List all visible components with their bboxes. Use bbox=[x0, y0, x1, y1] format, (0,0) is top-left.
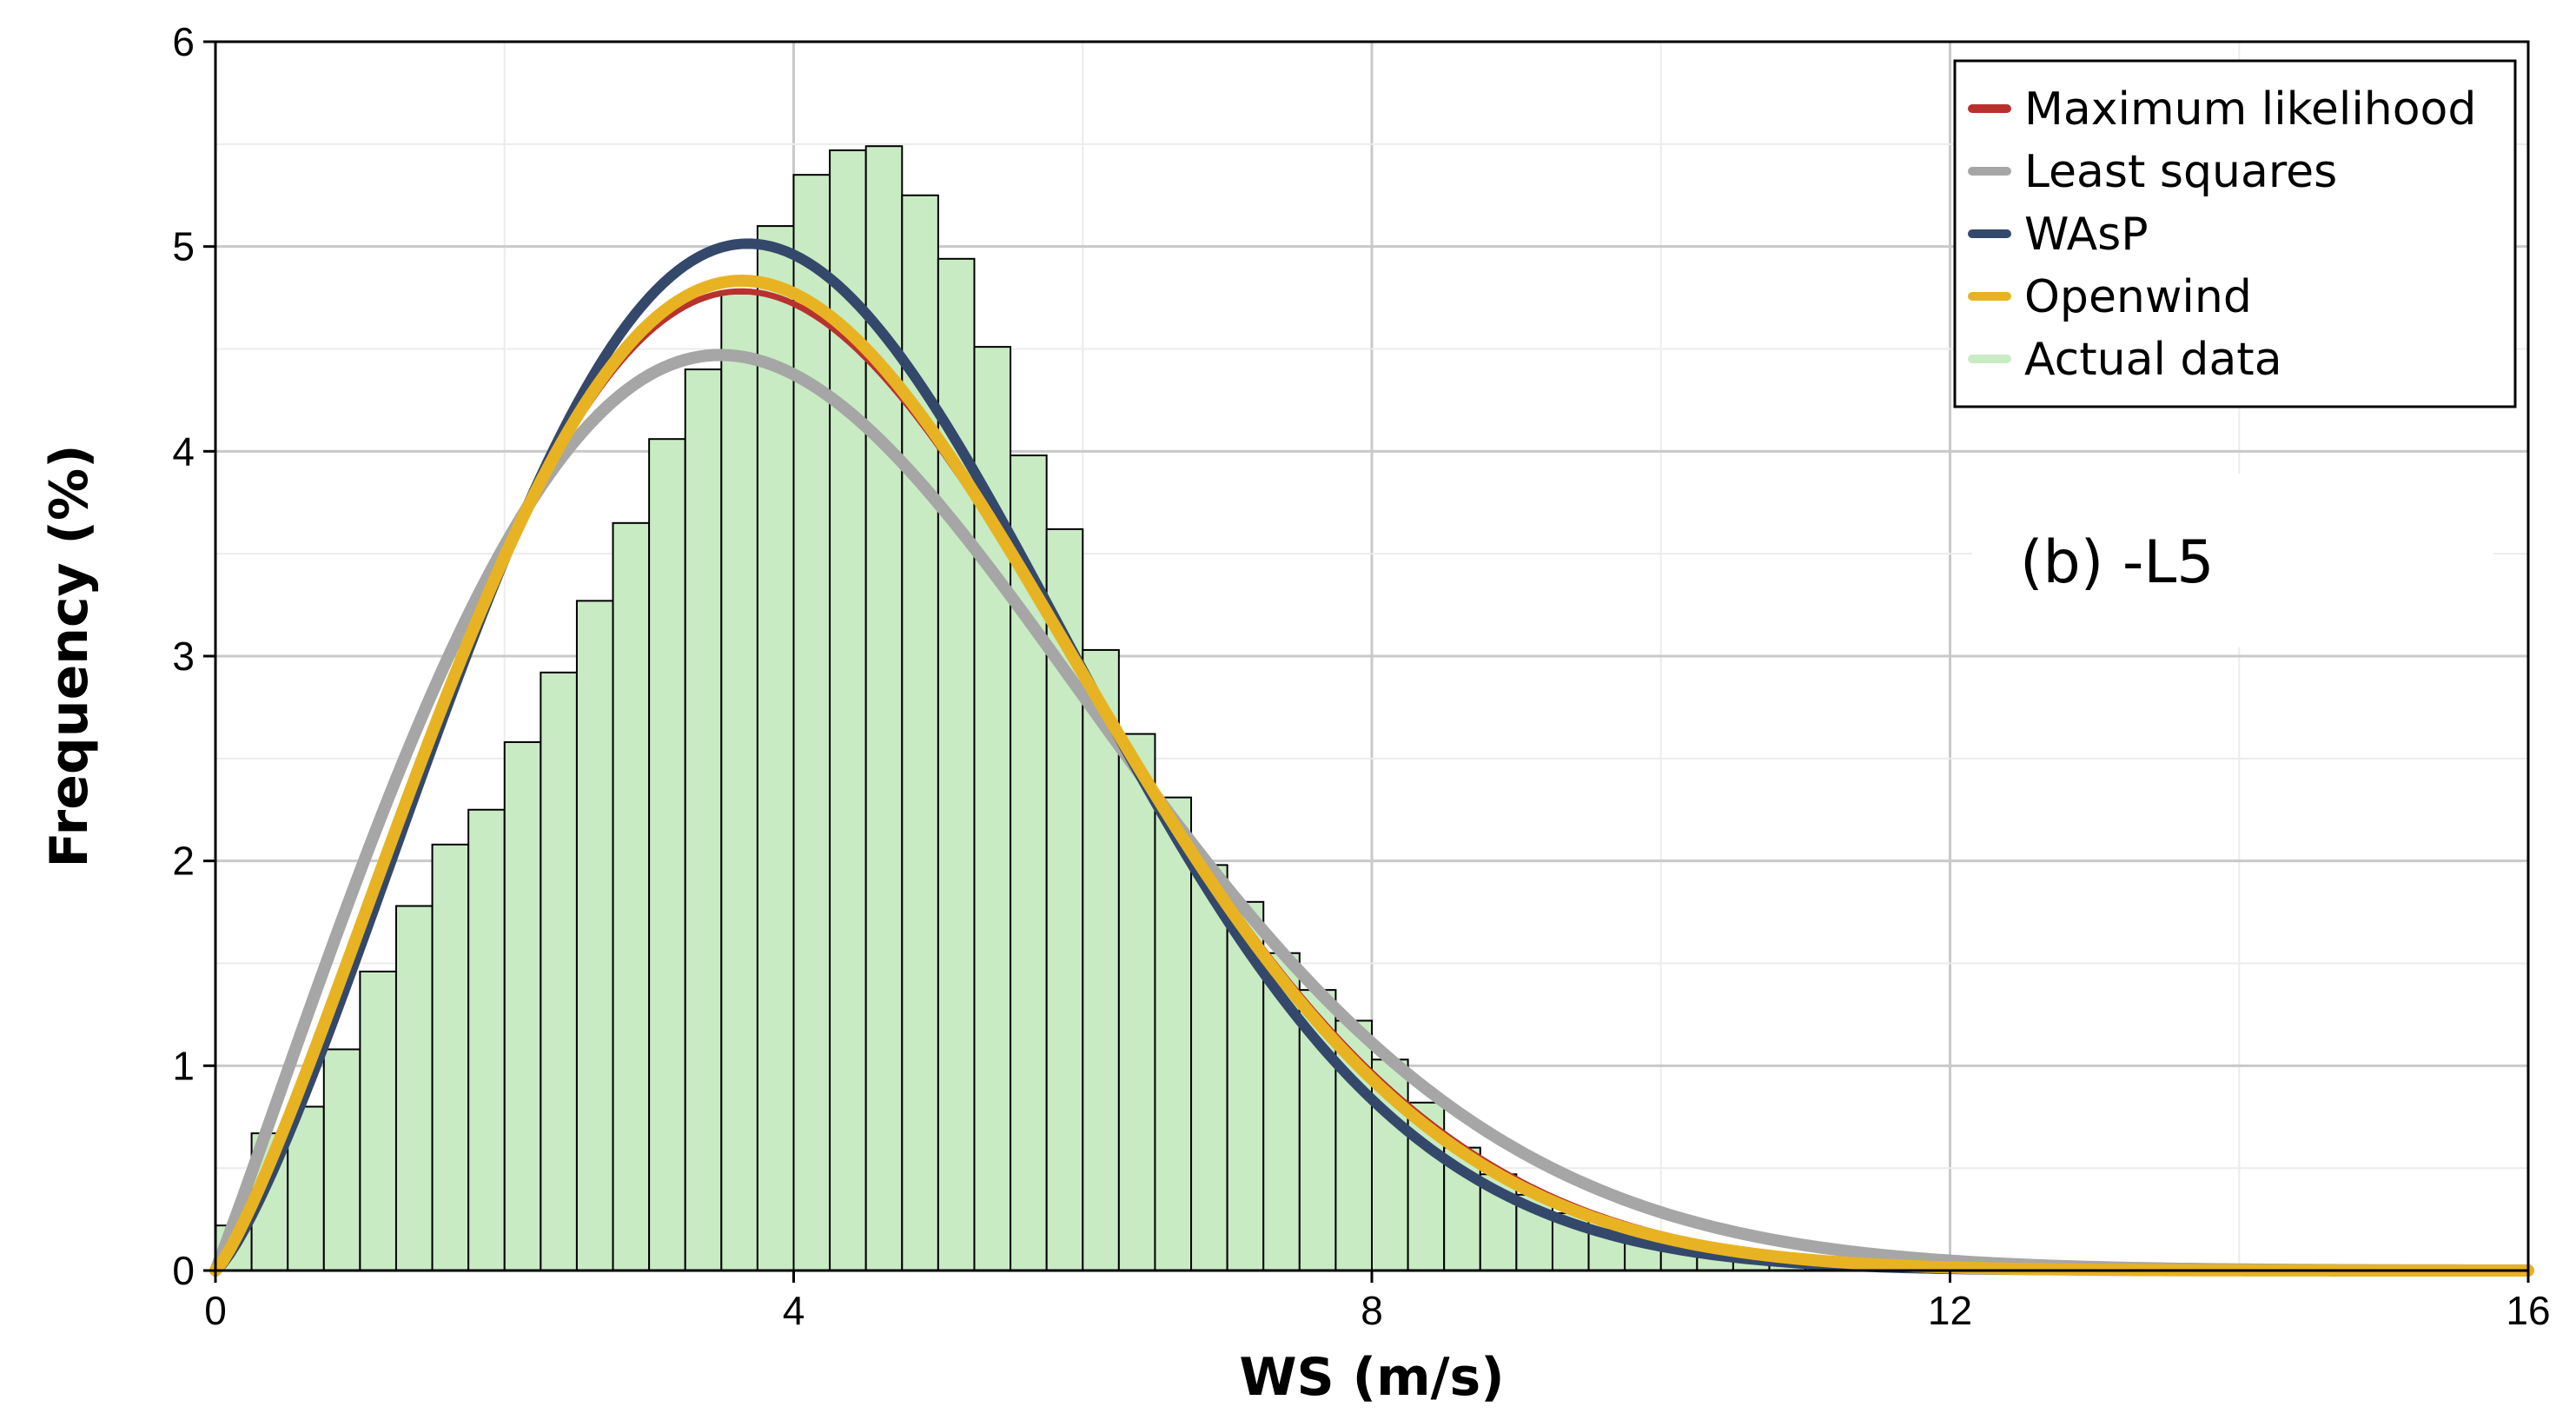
histogram-bar bbox=[540, 671, 578, 1271]
legend-label: Actual data bbox=[2024, 334, 2282, 386]
histogram-bar bbox=[720, 292, 758, 1271]
y-tick-label: 4 bbox=[172, 428, 195, 474]
x-tick-label: 8 bbox=[1361, 1288, 1383, 1333]
histogram-bar bbox=[322, 1048, 361, 1271]
y-tick-label: 1 bbox=[172, 1043, 195, 1088]
histogram-bar bbox=[359, 970, 397, 1271]
x-tick-label: 16 bbox=[2506, 1288, 2550, 1333]
panel-annotation: (b) -L5 bbox=[2020, 528, 2215, 597]
y-axis-ticks: 0 1 2 3 4 5 6 bbox=[172, 19, 215, 1293]
y-tick-label: 3 bbox=[172, 634, 195, 679]
x-tick-label: 12 bbox=[1928, 1288, 1972, 1333]
histogram-bar bbox=[756, 225, 795, 1272]
y-tick-label: 6 bbox=[172, 19, 195, 64]
legend-label: Openwind bbox=[2024, 271, 2252, 323]
legend-label: Maximum likelihood bbox=[2024, 83, 2476, 136]
y-axis-title: Frequency (%) bbox=[39, 444, 100, 867]
x-tick-label: 0 bbox=[204, 1288, 227, 1333]
legend-label: Least squares bbox=[2024, 146, 2337, 198]
y-tick-label: 5 bbox=[172, 224, 195, 269]
x-tick-label: 4 bbox=[783, 1288, 805, 1333]
histogram-bar bbox=[1154, 796, 1193, 1271]
histogram-bar bbox=[792, 174, 831, 1271]
y-tick-label: 0 bbox=[172, 1248, 195, 1293]
histogram-bar bbox=[648, 438, 686, 1271]
histogram-bar bbox=[612, 521, 651, 1271]
histogram-bar bbox=[684, 368, 723, 1272]
x-axis-ticks: 0 4 8 12 16 bbox=[204, 1271, 2551, 1333]
legend-label: WAsP bbox=[2024, 209, 2149, 261]
legend-box bbox=[1953, 59, 2517, 408]
histogram-bar bbox=[575, 600, 614, 1271]
histogram-bar bbox=[394, 905, 434, 1271]
annotation-background bbox=[1972, 474, 2493, 647]
histogram-bar bbox=[1190, 864, 1228, 1271]
histogram-bar bbox=[1117, 733, 1156, 1271]
histogram-bar bbox=[431, 843, 470, 1272]
x-axis-title: WS (m/s) bbox=[1239, 1347, 1504, 1408]
histogram-bar bbox=[937, 257, 976, 1272]
histogram-bar bbox=[467, 808, 506, 1271]
histogram-bar bbox=[901, 194, 939, 1271]
y-tick-label: 2 bbox=[172, 839, 195, 884]
histogram-bar bbox=[503, 740, 542, 1271]
legend: Maximum likelihood Least squares WAsP Openw… bbox=[1953, 59, 2517, 408]
